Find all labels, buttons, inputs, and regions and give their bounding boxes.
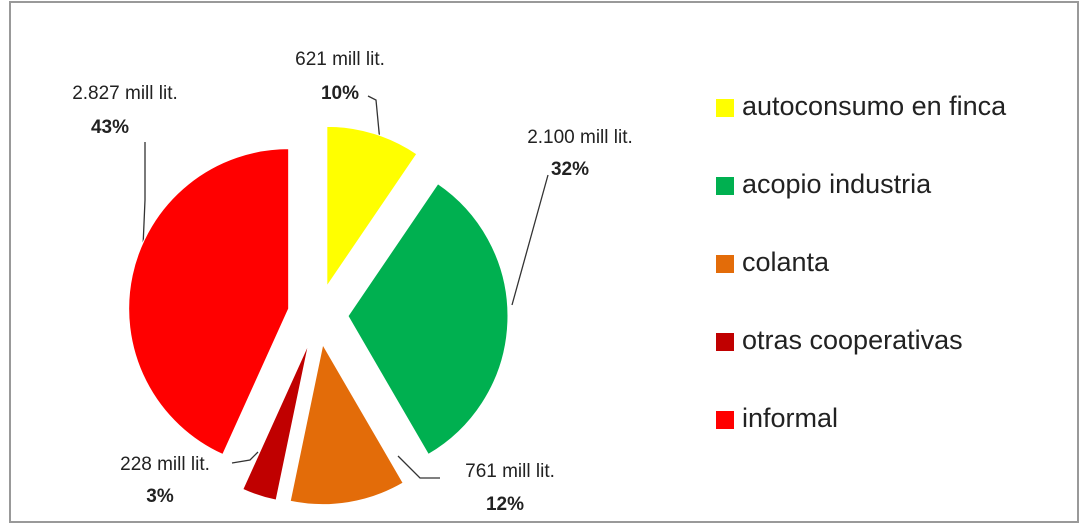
- pie-slice: [326, 125, 418, 288]
- value-label: 621 mill lit.: [295, 49, 385, 70]
- leader-line: [397, 455, 440, 479]
- legend-label: autoconsumo en finca: [742, 91, 1007, 121]
- share-label: 10%: [321, 83, 359, 104]
- share-label: 43%: [91, 117, 129, 138]
- pie-slice: [289, 343, 404, 506]
- legend-label: otras cooperativas: [742, 325, 963, 355]
- legend-swatch: [716, 255, 734, 273]
- leader-line: [511, 174, 549, 306]
- value-label: 2.827 mill lit.: [72, 83, 178, 104]
- legend-swatch: [716, 99, 734, 117]
- pie-slice: [242, 343, 310, 501]
- legend-swatch: [716, 177, 734, 195]
- pie-slice: [128, 148, 290, 456]
- leader-line: [231, 451, 259, 464]
- share-label: 12%: [486, 494, 524, 515]
- share-label: 3%: [146, 486, 174, 507]
- pie-slice: [347, 183, 509, 456]
- legend-swatch: [716, 333, 734, 351]
- value-label: 2.100 mill lit.: [527, 127, 633, 148]
- share-label: 32%: [551, 159, 589, 180]
- value-label: 761 mill lit.: [465, 461, 555, 482]
- legend-label: colanta: [742, 247, 830, 277]
- value-label: 228 mill lit.: [120, 454, 210, 475]
- leader-line: [367, 95, 381, 143]
- legend-label: informal: [742, 403, 838, 433]
- legend-swatch: [716, 411, 734, 429]
- legend-label: acopio industria: [742, 169, 932, 199]
